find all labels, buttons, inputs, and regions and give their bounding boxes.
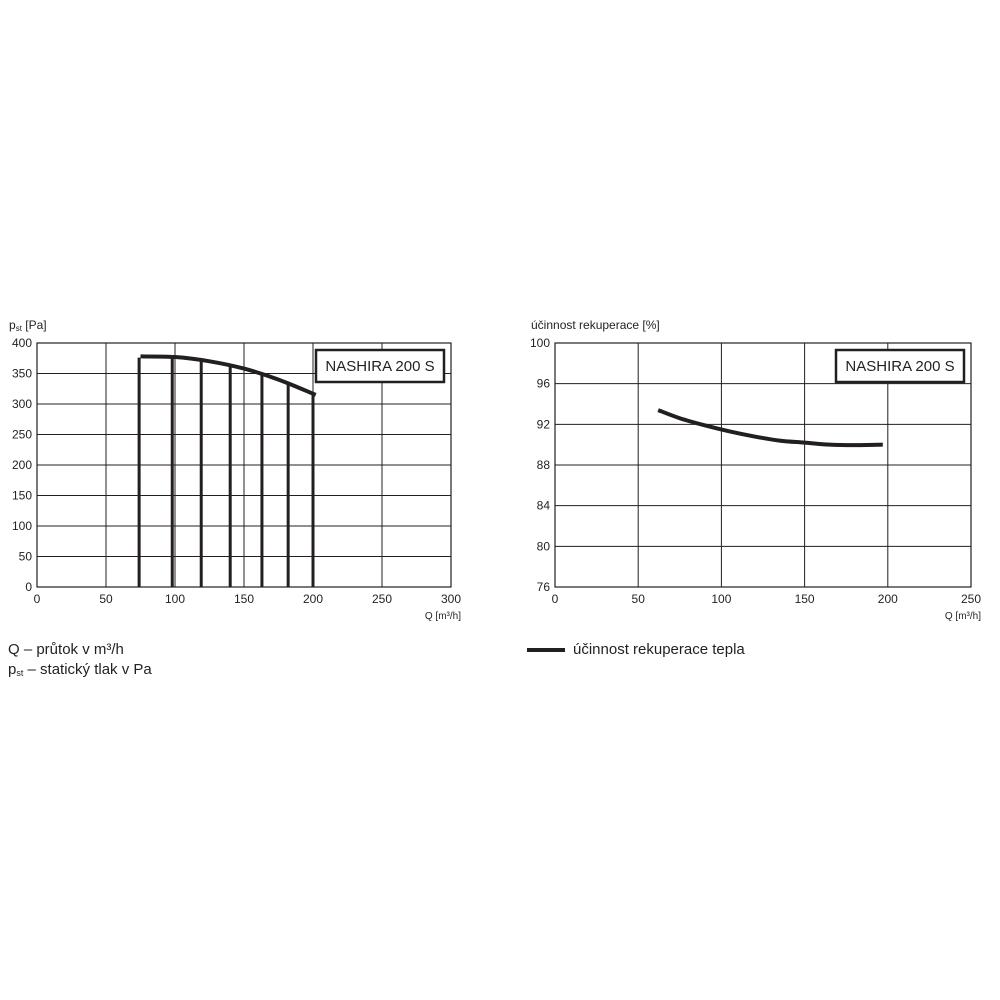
- chart1-series-line: [140, 354, 317, 397]
- note-flow: Q – průtok v m³/h: [8, 641, 124, 658]
- legend-efficiency: účinnost rekuperace tepla: [527, 640, 745, 660]
- chart1-y-tick-label: 50: [19, 550, 33, 564]
- chart2-y-tick-label: 80: [537, 539, 551, 553]
- chart1-x-tick-label: 0: [34, 592, 41, 606]
- chart1-y-tick-label: 0: [25, 580, 32, 594]
- note-pressure-subscript: st: [16, 668, 24, 678]
- note-pressure-symbol: p: [8, 661, 17, 678]
- chart2-x-tick-label: 150: [795, 592, 815, 606]
- chart1-x-tick-label: 300: [441, 592, 461, 606]
- chart1-model-label-box: [314, 348, 446, 384]
- chart2-series-line: [657, 408, 883, 448]
- legend-line-swatch: [527, 648, 565, 652]
- chart2-plot-frame: [554, 342, 972, 588]
- legend-label: účinnost rekuperace tepla: [573, 641, 745, 658]
- chart1-y-tick-label: 100: [12, 519, 32, 533]
- chart2-y-tick-label: 84: [537, 499, 551, 513]
- chart1-x-tick-label: 250: [372, 592, 392, 606]
- chart1-y-tick-label: 350: [12, 367, 32, 381]
- chart1-y-tick-label: 400: [12, 336, 32, 350]
- chart1-y-tick-label: 200: [12, 458, 32, 472]
- chart2-y-axis-label: účinnost rekuperace [%]: [531, 318, 660, 332]
- chart1-x-tick-label: 100: [165, 592, 185, 606]
- chart1-x-tick-label: 150: [234, 592, 254, 606]
- chart2-y-tick-label: 100: [530, 336, 550, 350]
- chart2-x-tick-label: 50: [632, 592, 646, 606]
- chart1-x-tick-label: 50: [99, 592, 113, 606]
- chart1-x-tick-label: 200: [303, 592, 323, 606]
- chart2-y-tick-label: 96: [537, 377, 551, 391]
- chart2-x-tick-label: 200: [878, 592, 898, 606]
- chart1-y-tick-label: 250: [12, 428, 32, 442]
- chart1-x-axis-label: Q [m³/h]: [425, 611, 461, 622]
- note-pressure: pst – statický tlak v Pa: [8, 660, 152, 683]
- chart2-x-tick-label: 100: [711, 592, 731, 606]
- chart1-plot-frame: [36, 342, 452, 588]
- chart1-y-tick-label: 150: [12, 489, 32, 503]
- chart2-x-tick-label: 250: [961, 592, 981, 606]
- notes: Q – průtok v m³/h pst – statický tlak v …: [8, 640, 152, 683]
- chart1-y-axis-label: pst [Pa]: [9, 318, 47, 333]
- chart2-y-tick-label: 92: [537, 417, 551, 431]
- chart2-model-label: NASHIRA 200 S: [845, 358, 954, 375]
- chart1-model-label: NASHIRA 200 S: [325, 358, 434, 375]
- chart2-model-label-box: [834, 348, 966, 384]
- chart2-x-tick-label: 0: [552, 592, 559, 606]
- note-pressure-text: – statický tlak v Pa: [23, 661, 152, 678]
- chart2-x-axis-label: Q [m³/h]: [945, 611, 981, 622]
- chart1-y-tick-label: 300: [12, 397, 32, 411]
- chart2-y-tick-label: 76: [537, 580, 551, 594]
- chart2-y-tick-label: 88: [537, 458, 551, 472]
